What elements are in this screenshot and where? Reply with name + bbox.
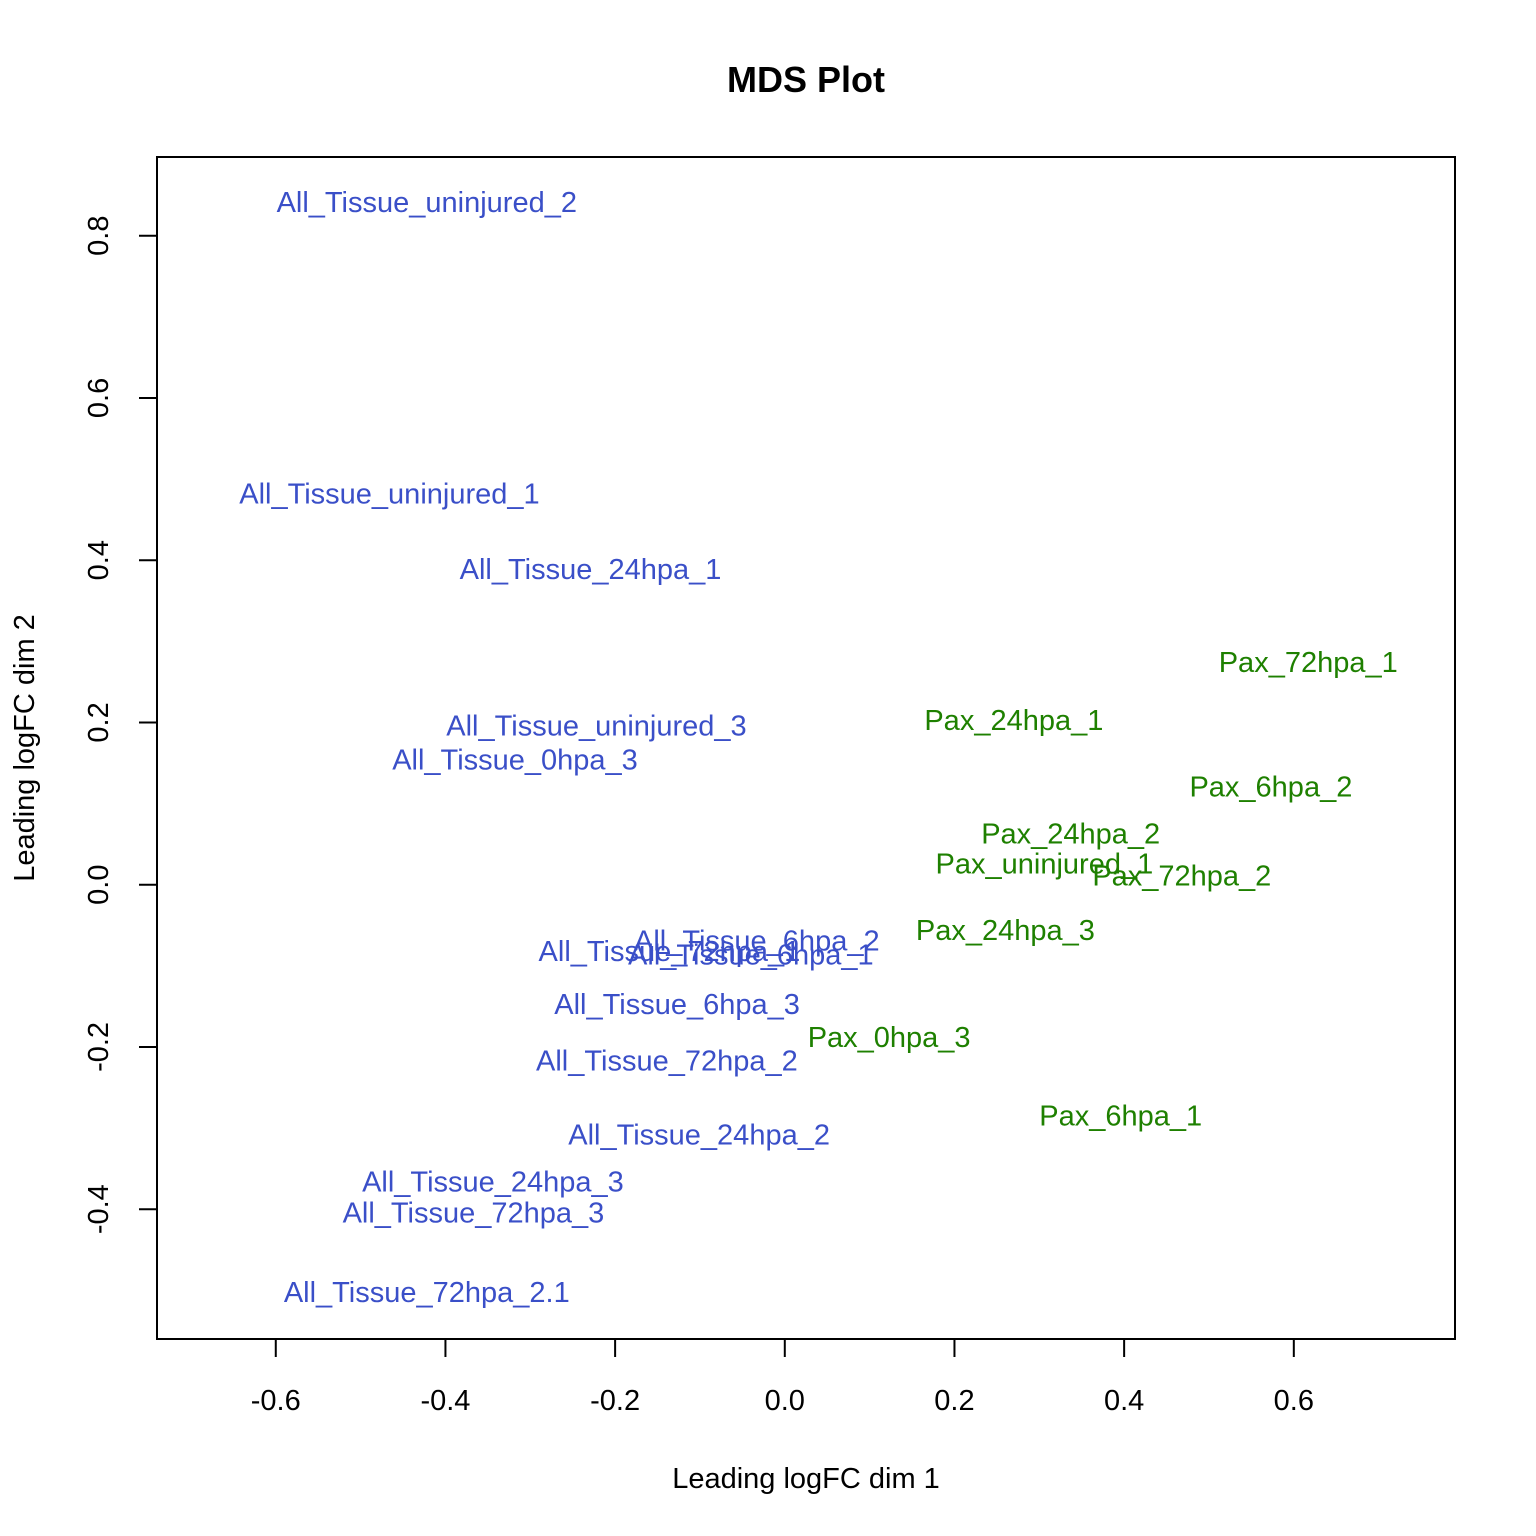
point-label: All_Tissue_6hpa_1: [628, 939, 874, 971]
point-label: Pax_72hpa_2: [1092, 861, 1271, 893]
point-label: All_Tissue_uninjured_2: [277, 187, 577, 219]
y-tick-label: -0.2: [83, 1022, 115, 1072]
point-label: Pax_0hpa_3: [808, 1022, 971, 1054]
data-labels: All_Tissue_uninjured_2 All_Tissue_uninjur…: [239, 187, 1397, 1309]
point-label: All_Tissue_0hpa_3: [392, 745, 638, 777]
y-tick-label: 0.6: [83, 378, 115, 418]
point-label: All_Tissue_24hpa_1: [460, 554, 722, 586]
point-label: Pax_24hpa_2: [981, 818, 1160, 850]
y-axis-label: Leading logFC dim 2: [9, 614, 41, 882]
chart-title: MDS Plot: [727, 59, 885, 100]
point-label: Pax_6hpa_2: [1189, 771, 1352, 803]
x-axis-label: Leading logFC dim 1: [672, 1463, 940, 1495]
point-label: All_Tissue_72hpa_2.1: [284, 1277, 570, 1309]
x-tick-label: 0.0: [765, 1385, 805, 1417]
y-tick-label: 0.0: [83, 865, 115, 905]
x-tick-label: 0.6: [1274, 1385, 1314, 1417]
x-tick-label: 0.2: [934, 1385, 974, 1417]
plot-frame: [156, 156, 1456, 1340]
point-label: All_Tissue_6hpa_2: [634, 925, 880, 957]
point-label: All_Tissue_6hpa_3: [554, 989, 800, 1021]
point-label: All_Tissue_24hpa_3: [362, 1166, 624, 1198]
x-tick-label: -0.4: [420, 1385, 470, 1417]
x-tick-label: -0.6: [251, 1385, 301, 1417]
point-label: All_Tissue_72hpa_2: [536, 1046, 798, 1078]
y-tick-label: -0.4: [83, 1184, 115, 1234]
x-tick-label: 0.4: [1104, 1385, 1144, 1417]
point-label: Pax_24hpa_3: [916, 915, 1095, 947]
point-label: All_Tissue_uninjured_3: [446, 711, 746, 743]
point-label: Pax_6hpa_1: [1039, 1101, 1202, 1133]
y-axis: -0.4 -0.2 0.0 0.2 0.4 0.6 0.8: [83, 216, 158, 1234]
point-label: All_Tissue_uninjured_1: [239, 478, 539, 510]
point-label: All_Tissue_24hpa_2: [568, 1119, 830, 1151]
point-label: All_Tissue_72hpa_3: [343, 1197, 605, 1229]
y-tick-label: 0.4: [83, 540, 115, 580]
x-tick-label: -0.2: [590, 1385, 640, 1417]
point-label: Pax_24hpa_1: [924, 705, 1103, 737]
point-label: Pax_72hpa_1: [1219, 647, 1398, 679]
y-tick-label: 0.2: [83, 702, 115, 742]
y-tick-label: 0.8: [83, 216, 115, 256]
x-axis: -0.6 -0.4 -0.2 0.0 0.2 0.4 0.6: [251, 1338, 1314, 1417]
point-label: All_Tissue_72hpa_1: [539, 936, 801, 968]
point-label: Pax_uninjured_1: [936, 848, 1154, 880]
